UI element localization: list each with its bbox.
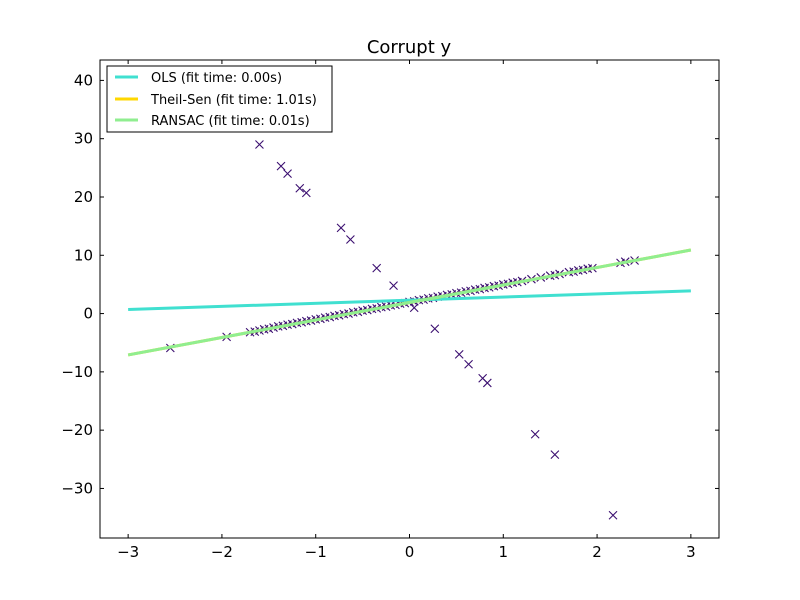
y-tick-label: −30 <box>61 479 93 497</box>
x-tick-label: −1 <box>305 543 327 561</box>
scatter-point <box>372 263 382 273</box>
legend-label-ransac: RANSAC (fit time: 0.01s) <box>151 114 310 129</box>
y-tick-label: 10 <box>74 246 93 264</box>
chart-title: Corrupt y <box>367 37 452 58</box>
legend-box <box>106 65 333 133</box>
scatter-point <box>301 188 311 198</box>
scatter-point <box>464 359 473 369</box>
x-tick-label: −3 <box>117 543 139 561</box>
x-tick-label: −2 <box>211 543 233 561</box>
y-tick-label: −20 <box>61 421 93 439</box>
scatter-point <box>530 429 540 439</box>
scatter-point <box>409 303 419 313</box>
scatter-point <box>283 169 292 179</box>
ols-fit-line <box>128 289 691 311</box>
scatter-point <box>550 450 560 460</box>
y-tick-label: 0 <box>83 305 93 323</box>
scatter-point <box>336 223 346 233</box>
scatter-point <box>454 349 464 359</box>
scatter-point <box>389 281 398 290</box>
scatter-point <box>255 140 264 149</box>
legend-label-ols: OLS (fit time: 0.00s) <box>151 71 282 86</box>
scatter-point <box>295 183 305 193</box>
y-tick-label: 20 <box>74 188 93 206</box>
scatter-point <box>608 510 618 520</box>
scatter-point <box>346 235 355 244</box>
legend-label-theil-sen: Theil-Sen (fit time: 1.01s) <box>150 93 317 108</box>
scatter-point <box>482 378 492 388</box>
scatter-point <box>276 161 286 171</box>
ransac-fit-line <box>127 248 692 357</box>
y-tick-label: −10 <box>61 363 93 381</box>
x-tick-label: 0 <box>405 543 415 561</box>
x-tick-label: 2 <box>592 543 602 561</box>
legend: OLS (fit time: 0.00s) Theil-Sen (fit tim… <box>106 65 333 133</box>
scatter-point <box>430 324 440 334</box>
y-tick-label: 30 <box>74 130 93 148</box>
x-ticks: −3 −2 −1 0 1 2 3 <box>117 60 696 561</box>
data-layer <box>127 140 692 520</box>
y-tick-label: 40 <box>74 71 93 89</box>
y-ticks: −30 −20 −10 0 10 20 30 40 <box>61 71 719 497</box>
x-tick-label: 3 <box>686 543 696 561</box>
x-tick-label: 1 <box>499 543 509 561</box>
